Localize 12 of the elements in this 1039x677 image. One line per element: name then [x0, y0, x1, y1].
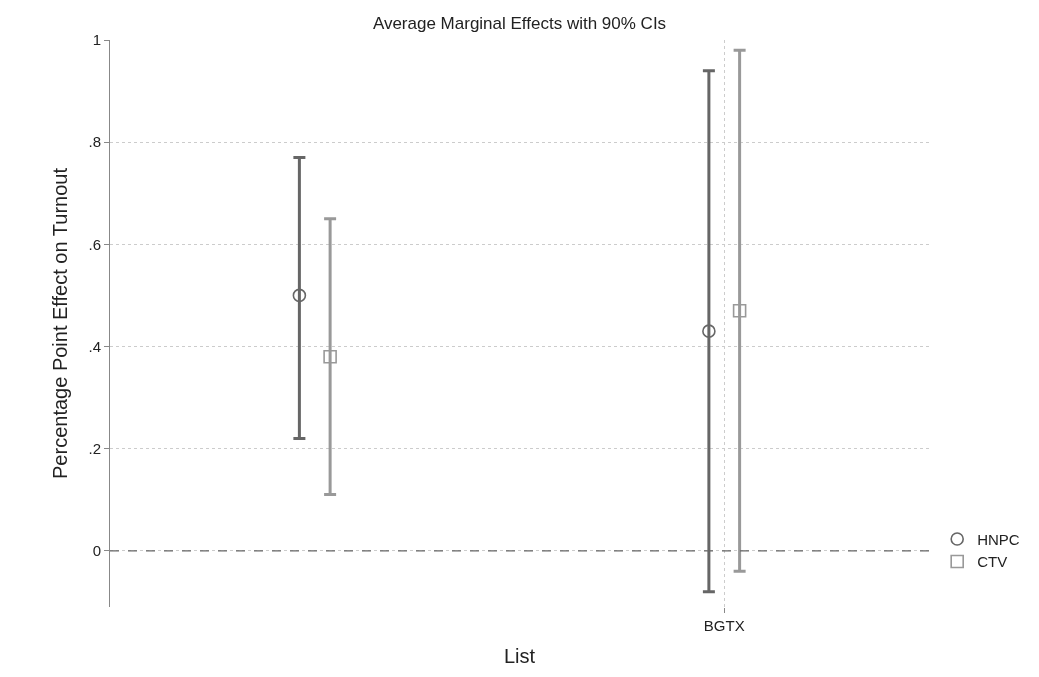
legend-label: CTV	[977, 553, 1008, 571]
y-tick-label: 0	[92, 542, 101, 560]
y-tick-label: .8	[88, 133, 101, 151]
y-tick-label: .6	[88, 235, 101, 253]
y-axis-title: Percentage Point Effect on Turnout	[48, 167, 71, 479]
x-tick-label: BGTX	[703, 617, 745, 634]
y-tick-label: 1	[92, 31, 101, 49]
y-tick-label: .2	[88, 439, 101, 457]
legend-label: HNPC	[977, 530, 1020, 548]
y-tick-label: .4	[88, 337, 101, 355]
chart-title: Average Marginal Effects with 90% CIs	[372, 13, 667, 33]
x-axis-title: List	[503, 644, 536, 667]
